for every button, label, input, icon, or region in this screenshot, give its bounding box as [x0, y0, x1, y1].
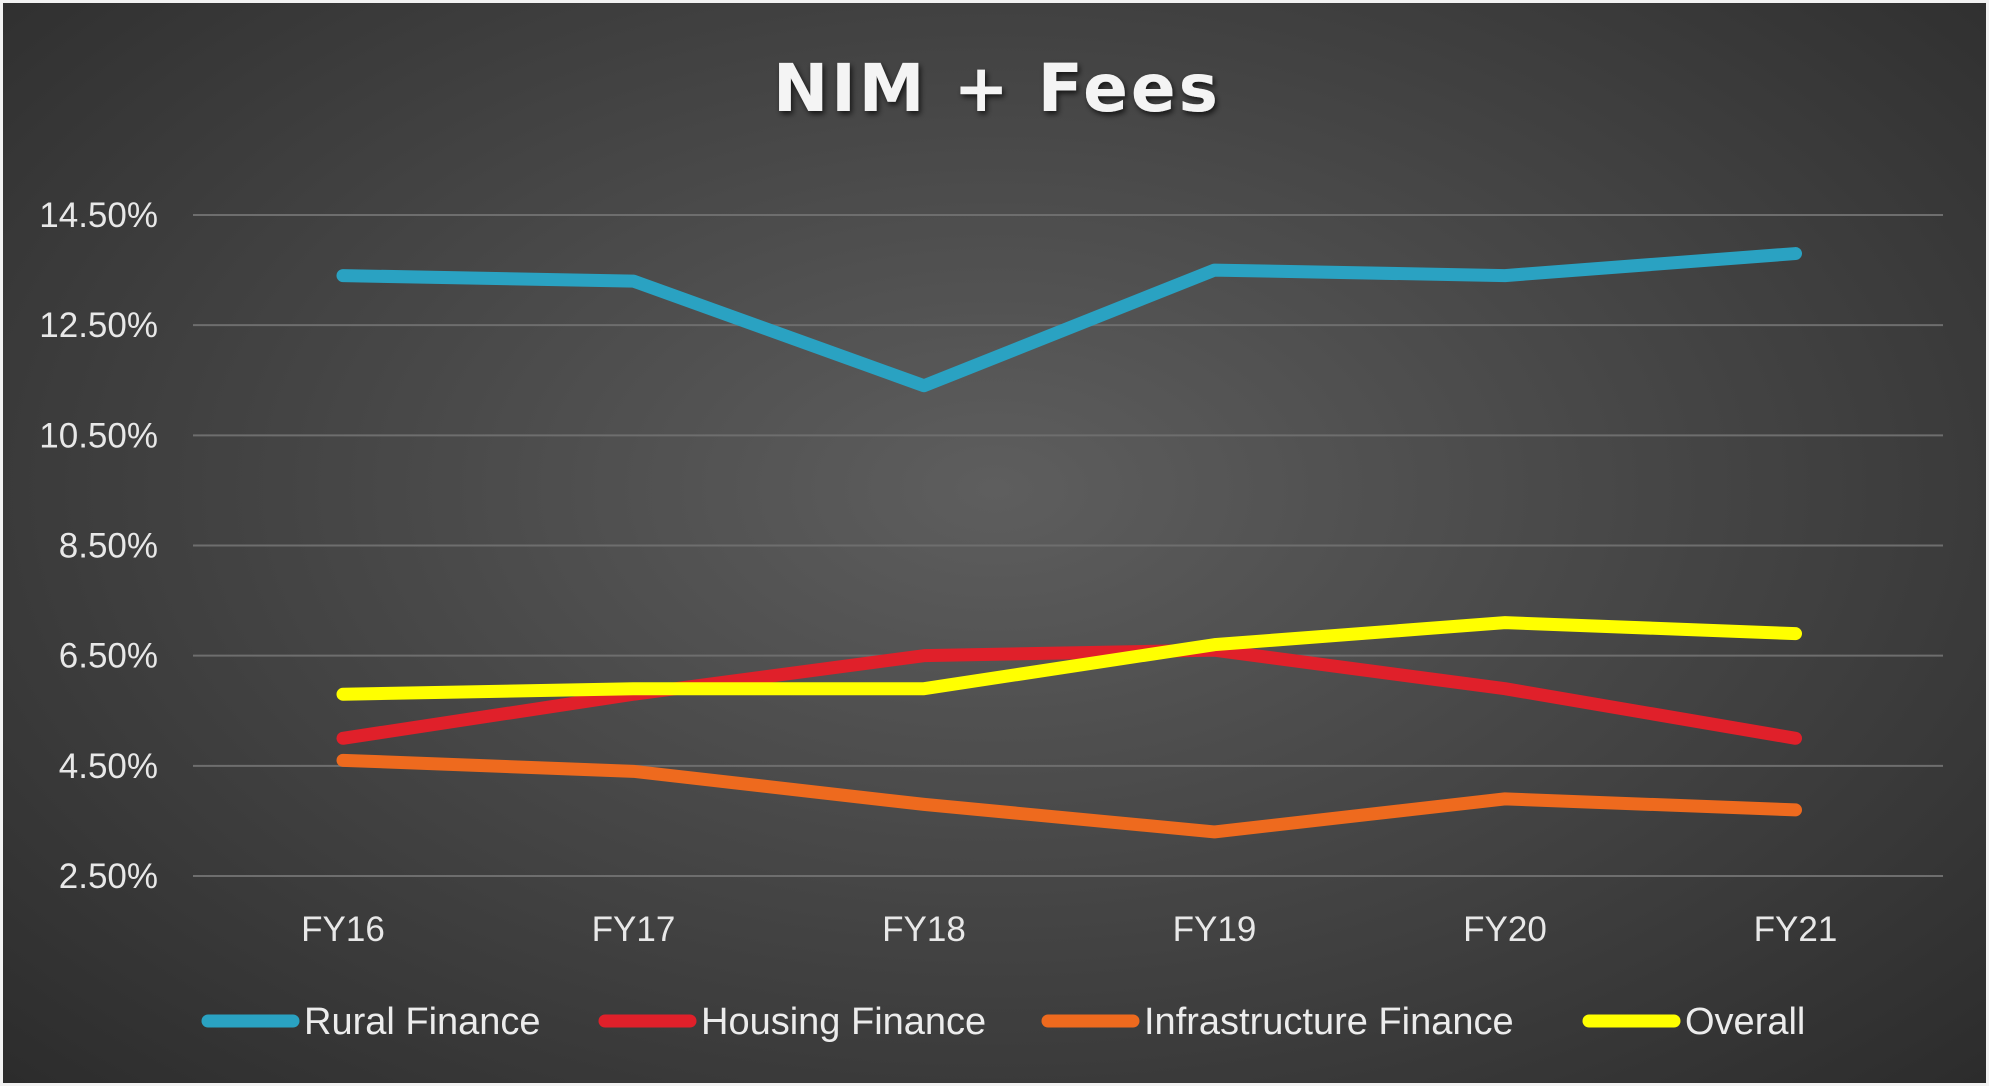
x-tick-label: FY17 — [592, 910, 676, 949]
series-line-overall — [336, 616, 1802, 701]
series-line-rural-finance — [336, 247, 1802, 393]
data-point-housing-finance — [342, 737, 344, 739]
y-tick-label: 14.50% — [39, 196, 158, 235]
data-point-infrastructure-finance — [1214, 831, 1215, 833]
data-point-infrastructure-finance — [342, 759, 344, 761]
legend-item-overall: Overall — [1582, 1001, 1805, 1043]
legend-label: Infrastructure Finance — [1144, 1001, 1514, 1043]
legend-label: Housing Finance — [701, 1001, 986, 1043]
data-point-rural-finance — [1214, 269, 1215, 271]
series-line-infrastructure-finance — [336, 753, 1802, 839]
y-axis-ticks: 14.50% 12.50% 10.50% 8.50% 6.50% 4.50% 2.50% — [39, 196, 158, 896]
gridlines — [193, 214, 1943, 877]
series-lines — [336, 247, 1802, 839]
data-point-infrastructure-finance — [1504, 798, 1506, 800]
data-point-rural-finance — [342, 275, 344, 277]
data-point-housing-finance — [1504, 688, 1506, 690]
y-tick-label: 10.50% — [39, 416, 158, 455]
data-point-overall — [1795, 633, 1796, 635]
data-point-rural-finance — [923, 385, 925, 387]
x-tick-label: FY21 — [1754, 910, 1838, 949]
x-tick-label: FY18 — [882, 910, 966, 949]
legend-item-infrastructure-finance: Infrastructure Finance — [1041, 1001, 1514, 1043]
x-tick-label: FY16 — [301, 910, 385, 949]
series-line-housing-finance — [336, 643, 1802, 745]
y-tick-label: 6.50% — [59, 637, 158, 676]
data-point-infrastructure-finance — [1795, 809, 1796, 811]
legend-label: Overall — [1685, 1001, 1805, 1043]
x-tick-label: FY19 — [1173, 910, 1257, 949]
y-tick-label: 2.50% — [59, 857, 158, 896]
data-point-overall — [633, 688, 634, 690]
data-point-overall — [1504, 622, 1506, 624]
x-axis-ticks: FY16 FY17 FY18 FY19 FY20 FY21 — [301, 910, 1837, 949]
y-tick-label: 4.50% — [59, 747, 158, 786]
legend-label: Rural Finance — [304, 1001, 541, 1043]
data-point-rural-finance — [1504, 275, 1506, 277]
data-point-housing-finance — [923, 655, 925, 657]
chart-title: NIM + Fees — [773, 50, 1221, 127]
legend-item-housing-finance: Housing Finance — [598, 1001, 986, 1043]
legend-item-rural-finance: Rural Finance — [201, 1001, 541, 1043]
data-point-rural-finance — [1795, 253, 1796, 255]
data-point-infrastructure-finance — [923, 803, 925, 805]
x-tick-label: FY20 — [1463, 910, 1547, 949]
data-point-rural-finance — [633, 280, 634, 282]
legend: Rural Finance Housing Finance Infrastructu… — [201, 1001, 1805, 1043]
y-tick-label: 12.50% — [39, 306, 158, 345]
line-chart: NIM + Fees 14.50% 12.50% 10.50% 8.50% 6.50% 4… — [39, 50, 1943, 1043]
data-point-overall — [1214, 644, 1215, 646]
y-tick-label: 8.50% — [59, 527, 158, 566]
data-point-housing-finance — [1795, 737, 1796, 739]
data-point-overall — [342, 693, 344, 695]
data-point-overall — [923, 688, 925, 690]
data-point-infrastructure-finance — [633, 770, 634, 772]
